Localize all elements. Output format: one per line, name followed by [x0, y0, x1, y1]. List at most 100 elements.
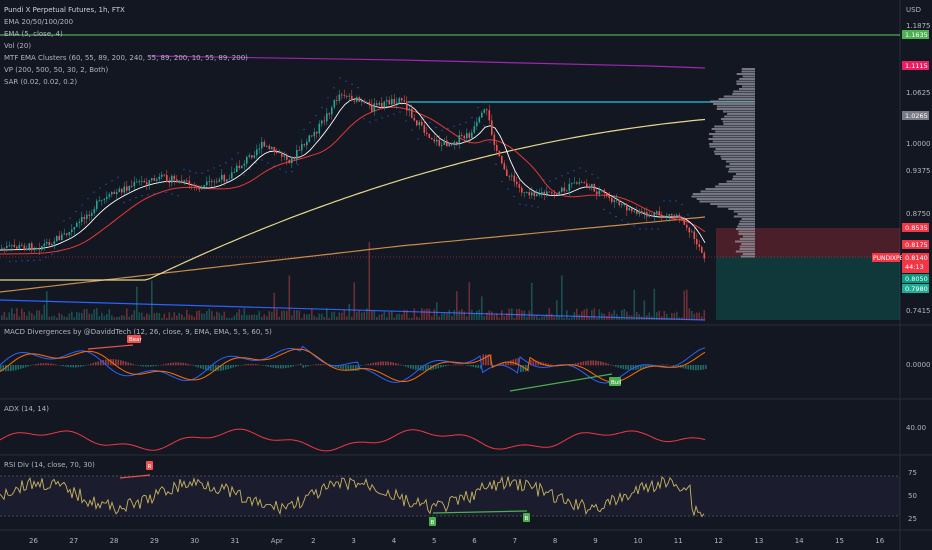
candle[interactable] [228, 178, 231, 180]
candle[interactable] [471, 132, 473, 138]
candle[interactable] [643, 211, 646, 214]
candle[interactable] [486, 109, 488, 111]
candle[interactable] [78, 221, 81, 224]
candle[interactable] [156, 179, 158, 181]
candle[interactable] [268, 145, 271, 150]
candle[interactable] [246, 156, 248, 164]
candle[interactable] [151, 178, 153, 181]
candle[interactable] [181, 180, 183, 183]
candle[interactable] [526, 192, 528, 193]
candle[interactable] [661, 215, 663, 217]
candle[interactable] [411, 108, 413, 118]
candle[interactable] [453, 141, 456, 145]
candle[interactable] [651, 215, 653, 217]
indicator-label[interactable]: EMA 20/50/100/200 [4, 18, 73, 26]
candle[interactable] [541, 191, 543, 194]
candle[interactable] [336, 99, 338, 101]
candle[interactable] [421, 121, 423, 126]
candle[interactable] [178, 180, 181, 183]
candle[interactable] [298, 149, 301, 151]
candle[interactable] [63, 233, 66, 235]
candle[interactable] [236, 165, 238, 173]
candle[interactable] [473, 126, 476, 133]
candle[interactable] [581, 182, 583, 184]
candle[interactable] [258, 148, 261, 150]
candle[interactable] [361, 101, 363, 102]
candle[interactable] [148, 180, 151, 185]
chart-title[interactable]: Pundi X Perpetual Futures, 1h, FTX [4, 6, 125, 14]
candle[interactable] [311, 135, 313, 137]
candle[interactable] [561, 187, 563, 192]
candle[interactable] [618, 199, 621, 206]
candle[interactable] [663, 216, 666, 217]
candle[interactable] [323, 120, 326, 122]
candle[interactable] [133, 181, 136, 187]
candle[interactable] [36, 248, 38, 250]
candle[interactable] [691, 231, 693, 233]
rsi-pane[interactable]: RSI Div (14, close, 70, 30) R B B 75 50 … [0, 461, 917, 526]
candle[interactable] [391, 99, 393, 105]
candle[interactable] [606, 193, 608, 196]
candle[interactable] [1, 247, 3, 249]
candle[interactable] [591, 183, 593, 189]
candle[interactable] [568, 183, 571, 191]
candle[interactable] [603, 190, 606, 194]
candle[interactable] [8, 245, 11, 247]
candle[interactable] [556, 194, 558, 195]
candle[interactable] [666, 215, 668, 217]
candle[interactable] [118, 188, 121, 193]
candle[interactable] [601, 190, 603, 191]
candle[interactable] [301, 144, 303, 151]
candle[interactable] [476, 122, 478, 127]
indicator-label[interactable]: MTF EMA Clusters (60, 55, 89, 200, 240, … [4, 54, 248, 62]
candle[interactable] [356, 97, 358, 102]
candle[interactable] [616, 199, 618, 201]
candle[interactable] [263, 141, 266, 147]
candle[interactable] [678, 214, 681, 218]
candle[interactable] [571, 183, 573, 185]
candle[interactable] [448, 142, 451, 147]
candle[interactable] [511, 175, 513, 177]
candle[interactable] [613, 200, 616, 203]
indicator-label[interactable]: EMA (5, close, 4) [4, 30, 63, 38]
candle[interactable] [191, 184, 193, 186]
candle[interactable] [608, 195, 611, 199]
candle[interactable] [658, 211, 661, 216]
candle[interactable] [536, 194, 538, 197]
candle[interactable] [493, 134, 496, 146]
candle[interactable] [38, 248, 41, 250]
candle[interactable] [153, 178, 156, 181]
candle[interactable] [576, 182, 578, 184]
candle[interactable] [426, 132, 428, 134]
candle[interactable] [326, 113, 328, 122]
candle[interactable] [296, 149, 298, 160]
candle[interactable] [676, 214, 678, 217]
candle[interactable] [583, 182, 586, 184]
candle[interactable] [378, 102, 381, 105]
candle[interactable] [283, 155, 286, 157]
candle[interactable] [381, 102, 383, 108]
candle[interactable] [176, 179, 178, 183]
candle[interactable] [51, 244, 53, 246]
candle[interactable] [231, 172, 233, 179]
candle[interactable] [168, 181, 171, 183]
candle[interactable] [226, 179, 228, 182]
candle[interactable] [256, 149, 258, 156]
candle[interactable] [593, 183, 596, 192]
candle[interactable] [491, 120, 493, 135]
candle[interactable] [98, 200, 101, 201]
candle[interactable] [686, 224, 688, 228]
candle[interactable] [466, 133, 468, 139]
candle[interactable] [431, 138, 433, 140]
candle[interactable] [88, 214, 91, 216]
rsi-bull-badge[interactable] [429, 517, 436, 526]
candle[interactable] [598, 190, 601, 195]
candle[interactable] [83, 217, 86, 219]
candle[interactable] [91, 213, 93, 216]
candle[interactable] [233, 172, 236, 173]
candle[interactable] [538, 193, 541, 195]
candle[interactable] [186, 180, 188, 182]
candle[interactable] [483, 109, 486, 113]
candle[interactable] [501, 156, 503, 164]
candle[interactable] [646, 211, 648, 217]
